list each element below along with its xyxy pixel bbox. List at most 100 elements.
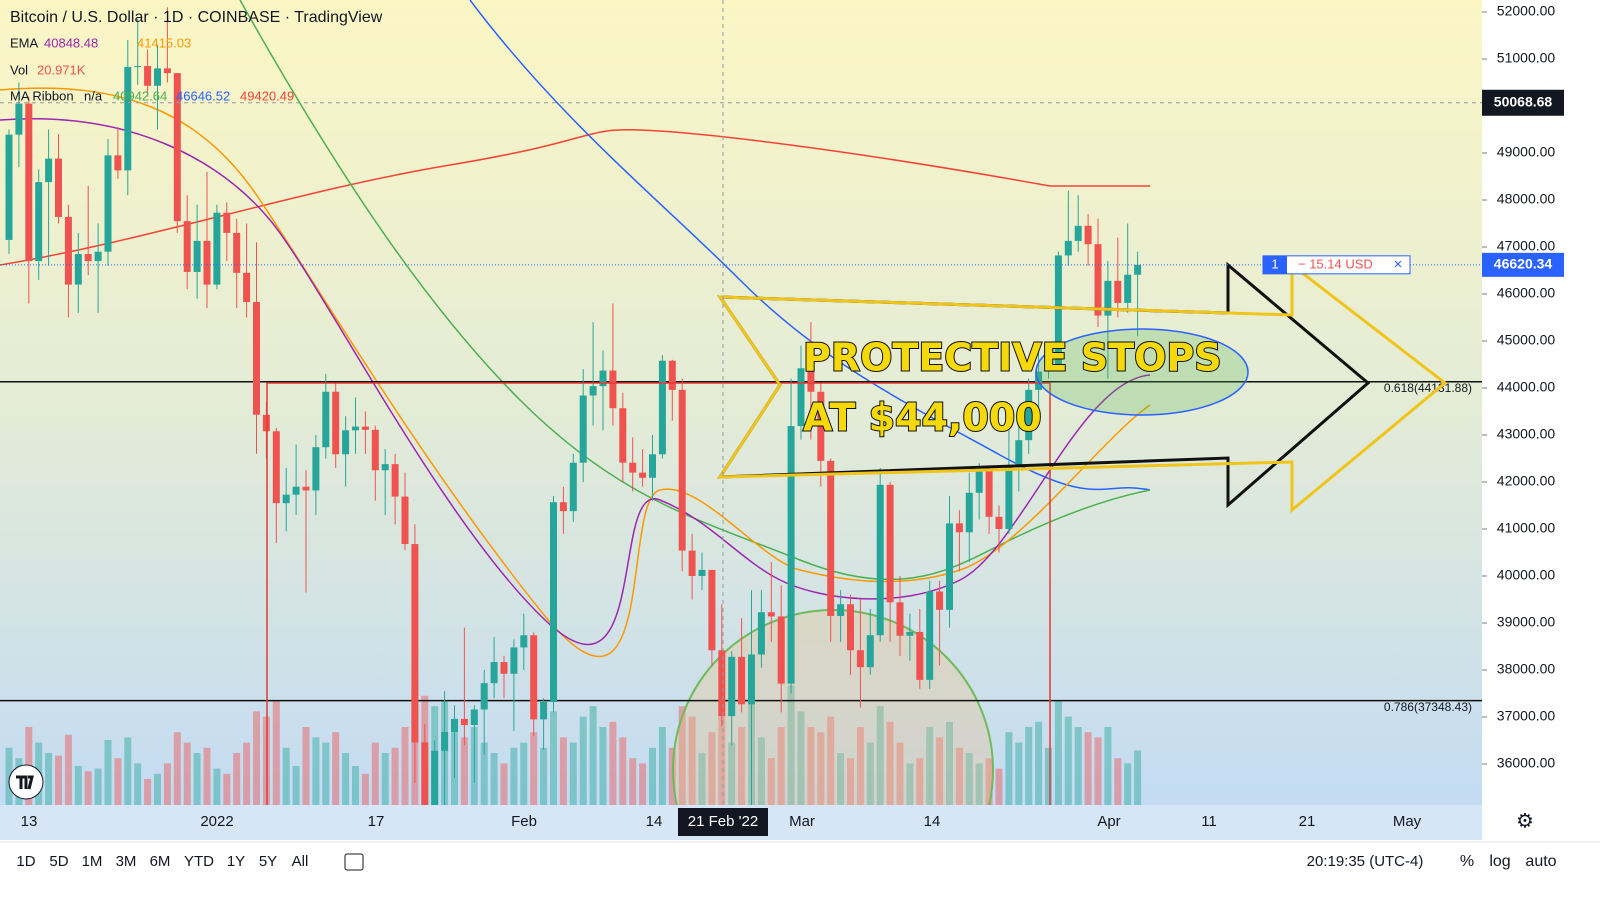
range-button[interactable]: 5Y (259, 853, 277, 870)
candle-body (946, 523, 953, 610)
range-button[interactable]: 1D (16, 853, 35, 870)
candle-body (84, 254, 92, 262)
volume-bar (1015, 742, 1023, 805)
candle-body (1045, 364, 1052, 372)
candle-body (658, 360, 666, 455)
range-button[interactable]: 3M (116, 853, 137, 870)
candle-body (510, 647, 518, 674)
range-button[interactable]: 1M (82, 853, 103, 870)
price-axis (1482, 0, 1600, 840)
candle-body (15, 103, 23, 135)
volume-bar (401, 727, 409, 805)
volume-bar (312, 737, 320, 805)
volume-bar (342, 753, 350, 805)
volume-bar (658, 727, 666, 805)
candle-body (352, 426, 359, 431)
candle-body (728, 656, 736, 717)
stop-ellipse (1035, 328, 1249, 416)
ribbon-value: 40942.64 (113, 88, 167, 103)
clock: 20:19:35 (UTC-4) (1307, 853, 1424, 870)
candle-body (748, 654, 755, 705)
candle-body (1124, 274, 1132, 303)
candle-body (451, 718, 458, 733)
candle-body (154, 68, 161, 86)
volume-bar (530, 732, 538, 805)
candle-body (876, 484, 884, 636)
volume-bar (767, 758, 775, 805)
volume-bar (698, 753, 706, 805)
vol-value: 20.971K (37, 62, 86, 77)
candle-body (480, 683, 488, 710)
order-close[interactable]: × (1394, 256, 1403, 273)
candle-body (25, 103, 33, 262)
ribbon-label: MA Ribbon (10, 88, 74, 103)
volume-bar (302, 727, 310, 805)
scale-option[interactable]: log (1489, 853, 1510, 870)
volume-bar (886, 721, 894, 805)
volume-bar (1005, 732, 1013, 805)
candle-body (411, 544, 419, 743)
candle-body (431, 750, 439, 805)
volume-bar (1124, 763, 1132, 805)
volume-bar (272, 701, 280, 805)
settings-icon[interactable]: ⚙ (1516, 810, 1534, 832)
volume-bar (599, 727, 607, 805)
volume-bar (787, 685, 795, 805)
candle-body (45, 158, 53, 183)
volume-bar (985, 758, 993, 805)
candle-body (193, 240, 201, 272)
volume-bar (757, 737, 765, 805)
volume-bar (1134, 750, 1142, 805)
volume-bar (243, 742, 251, 805)
range-button[interactable]: YTD (184, 853, 214, 870)
candle-body (698, 569, 706, 577)
candle-body (569, 462, 577, 512)
y-tick-label: 46000.00 (1497, 285, 1556, 301)
volume-bar (1104, 727, 1112, 805)
x-tick-label: 2022 (200, 813, 233, 830)
candle-body (906, 631, 914, 636)
candle-body (886, 484, 894, 603)
range-button[interactable]: 6M (150, 853, 171, 870)
volume-bar (322, 742, 330, 805)
volume-bar (629, 758, 637, 805)
volume-bar (332, 732, 340, 805)
candle-body (282, 494, 290, 504)
candle-body (896, 602, 904, 636)
volume-bar (975, 763, 983, 805)
volume-bar (371, 742, 379, 805)
scale-option[interactable]: % (1460, 853, 1474, 870)
candle-body (718, 650, 726, 717)
volume-bar (381, 753, 389, 805)
candle-body (272, 431, 280, 504)
volume-bar (896, 742, 904, 805)
volume-bar (540, 747, 548, 805)
volume-bar (718, 711, 726, 805)
candle-body (777, 616, 785, 684)
range-button[interactable]: 1Y (227, 853, 245, 870)
candle-body (985, 470, 993, 517)
candle-body (114, 155, 122, 171)
x-tick-label: Mar (789, 813, 815, 830)
range-button[interactable]: All (292, 853, 309, 870)
candle-body (1084, 225, 1092, 245)
candle-body (203, 240, 211, 285)
ribbon-na: n/a (84, 88, 103, 103)
candle-body (609, 370, 617, 409)
volume-bar (213, 768, 221, 805)
scale-option[interactable]: auto (1525, 853, 1556, 870)
x-tick-label: 14 (924, 813, 941, 830)
candle-body (738, 656, 746, 705)
candle-body (1094, 244, 1102, 316)
volume-bar (955, 747, 963, 805)
fib-label: 0.786(37348.43) (1384, 700, 1472, 714)
order-pnl: − 15.14 USD (1298, 256, 1373, 271)
range-button[interactable]: 5D (49, 853, 68, 870)
crosshair-price-box (1482, 89, 1564, 116)
candle-body (470, 709, 478, 726)
candle-body (1025, 389, 1033, 441)
volume-bar (946, 721, 953, 805)
tv-logo-mark (16, 775, 34, 790)
candle-body (550, 502, 557, 702)
goto-date-icon[interactable] (344, 853, 364, 871)
